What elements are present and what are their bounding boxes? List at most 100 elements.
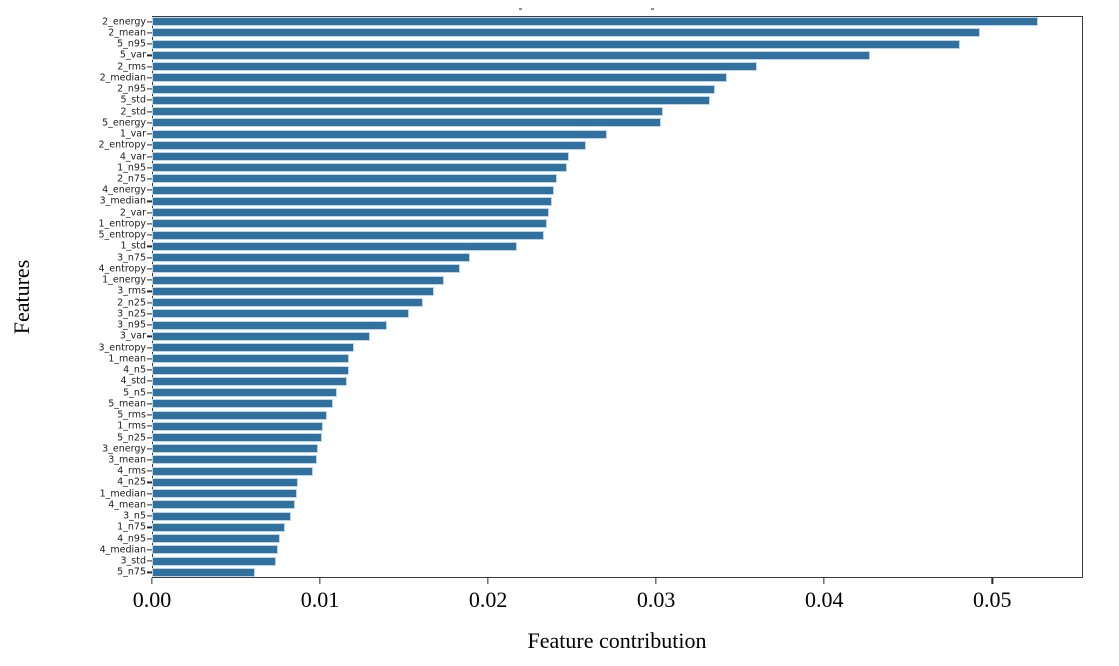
x-tick-label-0.02: 0.02 — [468, 587, 508, 612]
bar-2_mean — [152, 28, 981, 38]
y-tick-mark — [147, 313, 152, 315]
bar-1_mean — [152, 354, 349, 364]
y-tick-mark — [147, 481, 152, 484]
bar-1_rms — [152, 421, 324, 431]
bar-4_mean — [152, 500, 295, 510]
y-tick-label-1_n75: 1_n75 — [117, 521, 146, 533]
y-tick-mark — [147, 549, 152, 551]
y-tick-label-5_n25: 5_n25 — [117, 431, 146, 443]
x-tick-mark — [487, 578, 489, 584]
y-tick-mark — [147, 43, 152, 45]
y-tick-mark — [147, 99, 152, 101]
bar-4_n95 — [152, 534, 280, 544]
y-tick-label-4_median: 4_median — [99, 544, 146, 556]
y-tick-label-5_std: 5_std — [120, 94, 147, 106]
bar-4_median — [152, 545, 279, 555]
bar-5_mean — [152, 399, 334, 409]
y-tick-label-2_median: 2_median — [99, 72, 146, 84]
y-tick-label-4_n95: 4_n95 — [117, 532, 146, 544]
x-tick-label-0.03: 0.03 — [636, 587, 676, 612]
bar-3_std — [152, 556, 277, 566]
stray-title-artifact-dot-left — [519, 8, 522, 10]
y-tick-mark — [147, 88, 152, 90]
bar-5_rms — [152, 410, 327, 420]
bar-5_var — [152, 50, 870, 60]
bar-1_var — [152, 129, 608, 139]
y-tick-label-1_std: 1_std — [120, 240, 147, 252]
stray-title-artifact-dot-right — [651, 8, 654, 10]
y-tick-mark — [147, 144, 152, 146]
x-tick-mark — [823, 578, 825, 584]
bar-2_std — [152, 107, 663, 117]
bar-3_n75 — [152, 253, 470, 263]
bar-3_mean — [152, 455, 317, 465]
y-tick-label-1_var: 1_var — [119, 128, 146, 140]
bar-4_n5 — [152, 365, 349, 375]
y-tick-mark — [147, 459, 152, 461]
y-tick-mark — [147, 257, 152, 259]
y-tick-mark — [147, 65, 152, 68]
x-tick-label-0.00: 0.00 — [132, 587, 172, 612]
bar-5_n75 — [152, 567, 255, 577]
y-tick-label-2_var: 2_var — [119, 206, 146, 218]
y-tick-mark — [147, 234, 152, 236]
y-tick-mark — [147, 358, 152, 360]
y-tick-mark — [147, 391, 152, 394]
y-tick-label-3_median: 3_median — [99, 195, 146, 207]
bar-3_entropy — [152, 343, 354, 353]
y-tick-mark — [147, 133, 152, 135]
y-tick-label-4_rms: 4_rms — [117, 465, 146, 477]
bar-5_n5 — [152, 388, 337, 398]
y-tick-label-1_median: 1_median — [99, 487, 146, 499]
x-tick-mark — [319, 578, 321, 584]
y-tick-mark — [147, 189, 152, 191]
y-axis-label: Features — [9, 259, 34, 335]
y-tick-label-1_entropy: 1_entropy — [98, 218, 146, 230]
y-tick-mark — [147, 212, 152, 214]
y-tick-mark — [147, 436, 152, 439]
y-tick-label-2_n25: 2_n25 — [117, 296, 146, 308]
bar-2_n95 — [152, 84, 715, 94]
y-tick-mark — [147, 324, 152, 326]
y-tick-mark — [147, 245, 152, 247]
bar-3_rms — [152, 286, 435, 296]
bar-5_std — [152, 95, 710, 105]
x-tick-label-0.05: 0.05 — [973, 587, 1012, 612]
y-tick-mark — [147, 346, 152, 349]
bar-1_median — [152, 489, 297, 499]
bar-4_entropy — [152, 264, 460, 274]
y-tick-label-3_std: 3_std — [120, 555, 147, 567]
bar-4_var — [152, 151, 569, 161]
y-tick-mark — [147, 470, 152, 472]
y-tick-mark — [147, 279, 152, 281]
y-tick-mark — [147, 268, 152, 270]
y-tick-label-5_n95: 5_n95 — [117, 38, 146, 50]
bar-2_energy — [152, 17, 1038, 27]
y-tick-mark — [147, 223, 152, 225]
y-tick-mark — [147, 538, 152, 540]
bar-2_var — [152, 208, 549, 218]
bar-2_entropy — [152, 140, 586, 150]
x-tick-label-0.01: 0.01 — [300, 587, 340, 612]
bar-5_n95 — [152, 39, 961, 49]
y-tick-label-3_n95: 3_n95 — [117, 319, 146, 331]
bar-5_n25 — [152, 432, 322, 442]
bar-5_entropy — [152, 230, 544, 240]
y-tick-label-3_entropy: 3_entropy — [98, 341, 146, 353]
y-tick-label-2_energy: 2_energy — [102, 15, 146, 27]
y-tick-mark — [147, 493, 152, 495]
y-tick-mark — [147, 54, 152, 56]
y-tick-label-3_mean: 3_mean — [108, 454, 146, 466]
bar-3_n95 — [152, 320, 388, 330]
y-tick-mark — [147, 425, 152, 427]
x-tick-mark — [991, 578, 993, 584]
y-tick-mark — [147, 178, 152, 180]
y-tick-label-5_n5: 5_n5 — [123, 386, 146, 398]
y-tick-label-4_energy: 4_energy — [102, 184, 146, 196]
bar-3_n25 — [152, 309, 410, 319]
y-tick-mark — [147, 526, 152, 528]
y-tick-label-2_mean: 2_mean — [108, 27, 146, 39]
y-tick-label-3_var: 3_var — [119, 330, 146, 342]
bar-2_median — [152, 73, 727, 83]
y-tick-mark — [147, 403, 152, 405]
